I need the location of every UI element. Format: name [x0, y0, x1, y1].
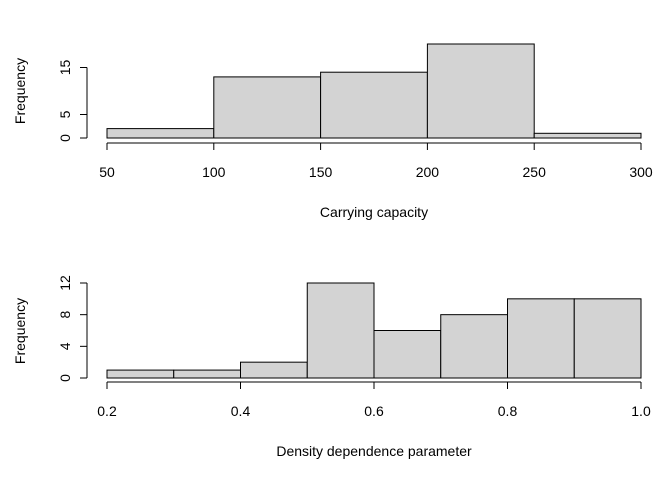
carrying-capacity-bar-2	[320, 71, 428, 139]
density-dependence-y-tick-label: 12	[57, 275, 73, 291]
carrying-capacity-y-axis-title: Frequency	[12, 58, 28, 124]
density-dependence-y-tick-label: 4	[57, 342, 73, 350]
density-dependence-y-axis-title: Frequency	[12, 298, 28, 364]
density-dependence-y-tick-label: 8	[57, 311, 73, 319]
density-dependence-x-tick-label: 0.4	[231, 403, 251, 419]
density-dependence-x-axis: 0.2 0.4 0.6 0.8 1.0	[97, 381, 651, 419]
carrying-capacity-bars	[106, 43, 642, 139]
carrying-capacity-x-tick-label: 50	[99, 164, 115, 180]
density-dependence-y-axis: 0 4 8 12	[57, 275, 88, 382]
carrying-capacity-y-axis: 0 5 15	[57, 60, 88, 142]
carrying-capacity-histogram: 50 100 150 200 250 300 0 5 15 Carrying capacity…	[12, 43, 653, 220]
carrying-capacity-x-axis-title: Carrying capacity	[320, 204, 428, 220]
density-dependence-histogram: 0.2 0.4 0.6 0.8 1.0 0 4 8 12 Density dependence…	[12, 275, 651, 459]
carrying-capacity-bar-4	[533, 132, 642, 139]
carrying-capacity-bar-1	[213, 76, 322, 139]
density-dependence-bar-4	[373, 330, 442, 379]
density-dependence-bar-6	[507, 298, 575, 379]
density-dependence-bars	[106, 282, 642, 379]
density-dependence-bar-0	[106, 369, 175, 379]
density-dependence-bar-1	[173, 369, 241, 379]
carrying-capacity-x-tick-label: 250	[523, 164, 547, 180]
carrying-capacity-x-tick-label: 300	[629, 164, 653, 180]
density-dependence-bar-2	[240, 361, 308, 379]
carrying-capacity-y-tick-label: 5	[57, 110, 73, 118]
carrying-capacity-x-tick-label: 100	[202, 164, 226, 180]
carrying-capacity-x-axis: 50 100 150 200 250 300	[99, 142, 653, 180]
carrying-capacity-y-tick-label: 15	[57, 60, 73, 76]
density-dependence-x-tick-label: 0.2	[97, 403, 117, 419]
density-dependence-bar-7	[573, 298, 642, 379]
carrying-capacity-bar-3	[426, 43, 535, 139]
density-dependence-x-tick-label: 1.0	[631, 403, 651, 419]
carrying-capacity-bar-0	[106, 128, 215, 139]
density-dependence-x-tick-label: 0.6	[364, 403, 384, 419]
carrying-capacity-y-tick-label: 0	[57, 134, 73, 142]
density-dependence-bar-3	[306, 282, 375, 379]
density-dependence-x-tick-label: 0.8	[498, 403, 518, 419]
density-dependence-bar-5	[440, 314, 508, 379]
density-dependence-y-tick-label: 0	[57, 374, 73, 382]
carrying-capacity-x-tick-label: 200	[416, 164, 440, 180]
density-dependence-x-axis-title: Density dependence parameter	[276, 443, 472, 459]
carrying-capacity-x-tick-label: 150	[309, 164, 333, 180]
